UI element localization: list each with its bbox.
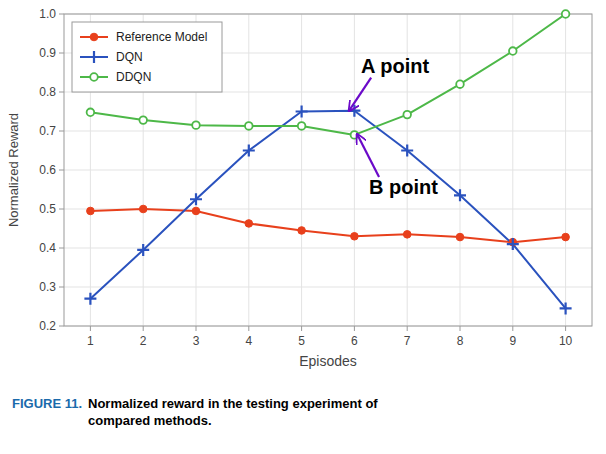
- y-tick-label: 0.8: [39, 85, 56, 99]
- point: [190, 193, 202, 205]
- y-tick: [59, 131, 64, 132]
- point: [507, 238, 519, 250]
- y-tick-label: 0.4: [39, 241, 56, 255]
- point: [403, 111, 411, 119]
- y-tick-label: 0.5: [39, 202, 56, 216]
- caption-text: Normalized reward in the testing experim…: [88, 396, 378, 428]
- x-tick-label: 10: [559, 334, 573, 348]
- x-tick: [460, 326, 461, 331]
- annotation-text: A point: [361, 55, 429, 77]
- x-tick-label: 8: [457, 334, 464, 348]
- legend-label: Reference Model: [116, 30, 207, 44]
- caption: FIGURE 11. Normalized reward in the test…: [12, 396, 378, 428]
- x-tick: [143, 326, 144, 331]
- series-line: [90, 111, 565, 309]
- y-tick: [59, 92, 64, 93]
- axes: 1 2 3 4 5 6 7 8 9 10 0.2 0.3 0.4 0.5 0.6 0.7 0.8 0.9 1.0: [39, 7, 572, 348]
- caption-label: FIGURE 11.: [12, 396, 82, 411]
- y-tick: [59, 14, 64, 15]
- point: [562, 233, 570, 241]
- x-tick-label: 4: [245, 334, 252, 348]
- y-tick: [59, 287, 64, 288]
- annotation-arrow: [357, 134, 379, 177]
- x-axis-label: Episodes: [299, 353, 357, 369]
- y-tick: [59, 248, 64, 249]
- legend-marker: [90, 33, 98, 41]
- x-tick-label: 1: [87, 334, 94, 348]
- y-tick-label: 0.9: [39, 46, 56, 60]
- x-tick-label: 7: [404, 334, 411, 348]
- point: [456, 233, 464, 241]
- y-tick: [59, 326, 64, 327]
- y-tick: [59, 53, 64, 54]
- series-line: [90, 209, 565, 242]
- x-tick: [248, 326, 249, 331]
- legend: Reference Model DQN DDQN: [72, 22, 222, 92]
- x-tick: [196, 326, 197, 331]
- x-tick-label: 6: [351, 334, 358, 348]
- y-tick: [59, 209, 64, 210]
- point: [454, 189, 466, 201]
- x-tick: [90, 326, 91, 331]
- point: [192, 121, 200, 129]
- point: [296, 106, 308, 118]
- point: [87, 108, 95, 116]
- point: [560, 302, 572, 314]
- legend-label: DDQN: [116, 70, 151, 84]
- background: [0, 0, 606, 454]
- point: [298, 227, 306, 235]
- point: [401, 145, 413, 157]
- y-tick-label: 0.3: [39, 280, 56, 294]
- point: [87, 207, 95, 215]
- annotation-arrow: [349, 78, 371, 111]
- y-tick-label: 0.6: [39, 163, 56, 177]
- point: [192, 207, 200, 215]
- x-tick-label: 3: [193, 334, 200, 348]
- caption-line: compared methods.: [88, 413, 212, 428]
- point: [298, 122, 306, 130]
- y-grid-line: [64, 170, 592, 171]
- y-grid-line: [64, 287, 592, 288]
- legend-box: [72, 22, 222, 92]
- point: [243, 145, 255, 157]
- x-tick: [512, 326, 513, 331]
- point: [139, 205, 147, 213]
- y-tick-label: 0.2: [39, 319, 56, 333]
- chart: 1 2 3 4 5 6 7 8 9 10 0.2 0.3 0.4 0.5 0.6 0.7 0.8 0.9 1.0 Ep…: [0, 0, 606, 454]
- annotation-text: B point: [369, 176, 438, 198]
- point: [84, 293, 96, 305]
- x-tick-label: 5: [298, 334, 305, 348]
- caption-line: Normalized reward in the testing experim…: [88, 396, 378, 411]
- x-tick-label: 9: [509, 334, 516, 348]
- point: [139, 116, 147, 124]
- x-tick: [565, 326, 566, 331]
- legend-marker: [90, 73, 98, 81]
- point: [351, 233, 359, 241]
- y-tick: [59, 170, 64, 171]
- legend-marker: [88, 51, 100, 63]
- point: [562, 10, 570, 18]
- y-axis-label: Normalized Reward: [6, 113, 21, 227]
- point: [456, 80, 464, 88]
- point: [245, 220, 253, 228]
- plot-frame: [64, 14, 592, 326]
- y-tick-label: 0.7: [39, 124, 56, 138]
- x-tick-label: 2: [140, 334, 147, 348]
- x-tick: [301, 326, 302, 331]
- grid: [64, 14, 592, 326]
- y-tick-label: 1.0: [39, 7, 56, 21]
- x-tick: [407, 326, 408, 331]
- point: [245, 122, 253, 130]
- x-tick: [354, 326, 355, 331]
- point: [509, 47, 517, 55]
- point: [403, 231, 411, 239]
- legend-label: DQN: [116, 50, 143, 64]
- point: [137, 244, 149, 256]
- annotations: A point B point: [349, 55, 438, 198]
